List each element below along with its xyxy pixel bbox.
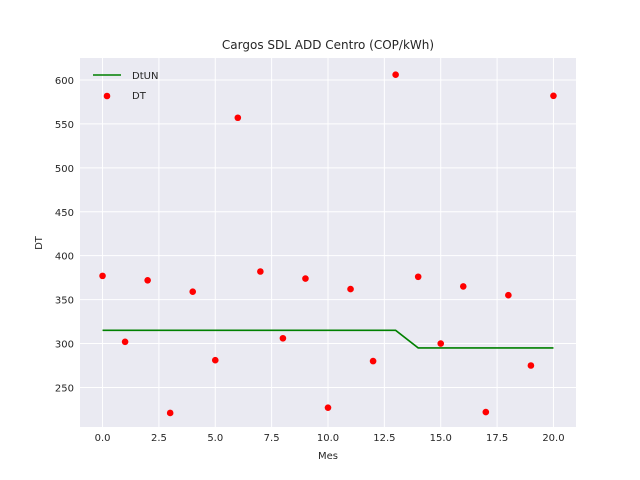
series-dt-point <box>257 268 264 275</box>
series-dt-point <box>121 338 129 346</box>
series-dt-point <box>414 273 422 281</box>
legend: DtUN DT <box>93 71 158 102</box>
x-tick-label: 12.5 <box>373 433 395 444</box>
series-dt-point <box>99 272 106 280</box>
legend-dt-swatch <box>103 92 111 100</box>
legend-dtun-label: DtUN <box>132 71 158 82</box>
series-dt-point <box>437 340 445 347</box>
series-dt-point <box>279 334 287 342</box>
series-dt-point <box>392 71 399 78</box>
series-dt-point <box>482 408 490 416</box>
series-dt-point <box>459 283 467 290</box>
series-dt-point <box>211 356 219 364</box>
series <box>99 71 557 417</box>
x-tick-label: 0.0 <box>95 433 111 444</box>
series-dt-point <box>505 291 512 299</box>
series-dt-point <box>550 92 557 100</box>
x-tick-label: 10.0 <box>317 433 339 444</box>
y-axis-label: DT <box>34 235 45 250</box>
y-tick-label: 600 <box>55 76 74 87</box>
legend-dt-label: DT <box>132 91 147 102</box>
y-tick-label: 550 <box>55 120 74 131</box>
series-dt-point <box>166 409 174 417</box>
series-dt-point <box>144 276 151 284</box>
y-tick-label: 450 <box>55 208 74 219</box>
grid <box>80 58 576 427</box>
chart-title: Cargos SDL ADD Centro (COP/kWh) <box>222 38 434 52</box>
y-tick-label: 350 <box>55 296 74 307</box>
series-dt-point <box>347 285 354 293</box>
series-dt-point <box>302 275 309 282</box>
x-tick-label: 2.5 <box>151 433 167 444</box>
y-ticks: 250 300 350 400 450 500 550 600 <box>55 76 74 395</box>
x-tick-label: 20.0 <box>542 433 564 444</box>
series-dt-point <box>324 404 332 411</box>
y-tick-label: 300 <box>55 340 74 351</box>
y-tick-label: 400 <box>55 252 74 263</box>
x-tick-label: 7.5 <box>264 433 280 444</box>
series-dt-point <box>234 114 242 122</box>
series-dtun-line <box>102 329 554 349</box>
x-tick-label: 17.5 <box>486 433 508 444</box>
x-axis-label: Mes <box>318 451 338 462</box>
y-tick-label: 250 <box>55 383 74 394</box>
y-tick-label: 500 <box>55 164 74 175</box>
x-tick-label: 15.0 <box>430 433 452 444</box>
series-dt-point <box>527 362 535 369</box>
series-dt-point <box>189 288 197 296</box>
x-tick-label: 5.0 <box>207 433 223 444</box>
x-ticks: 0.0 2.5 5.0 7.5 10.0 12.5 15.0 17.5 20.0 <box>95 433 565 444</box>
series-dt-point <box>369 357 377 365</box>
